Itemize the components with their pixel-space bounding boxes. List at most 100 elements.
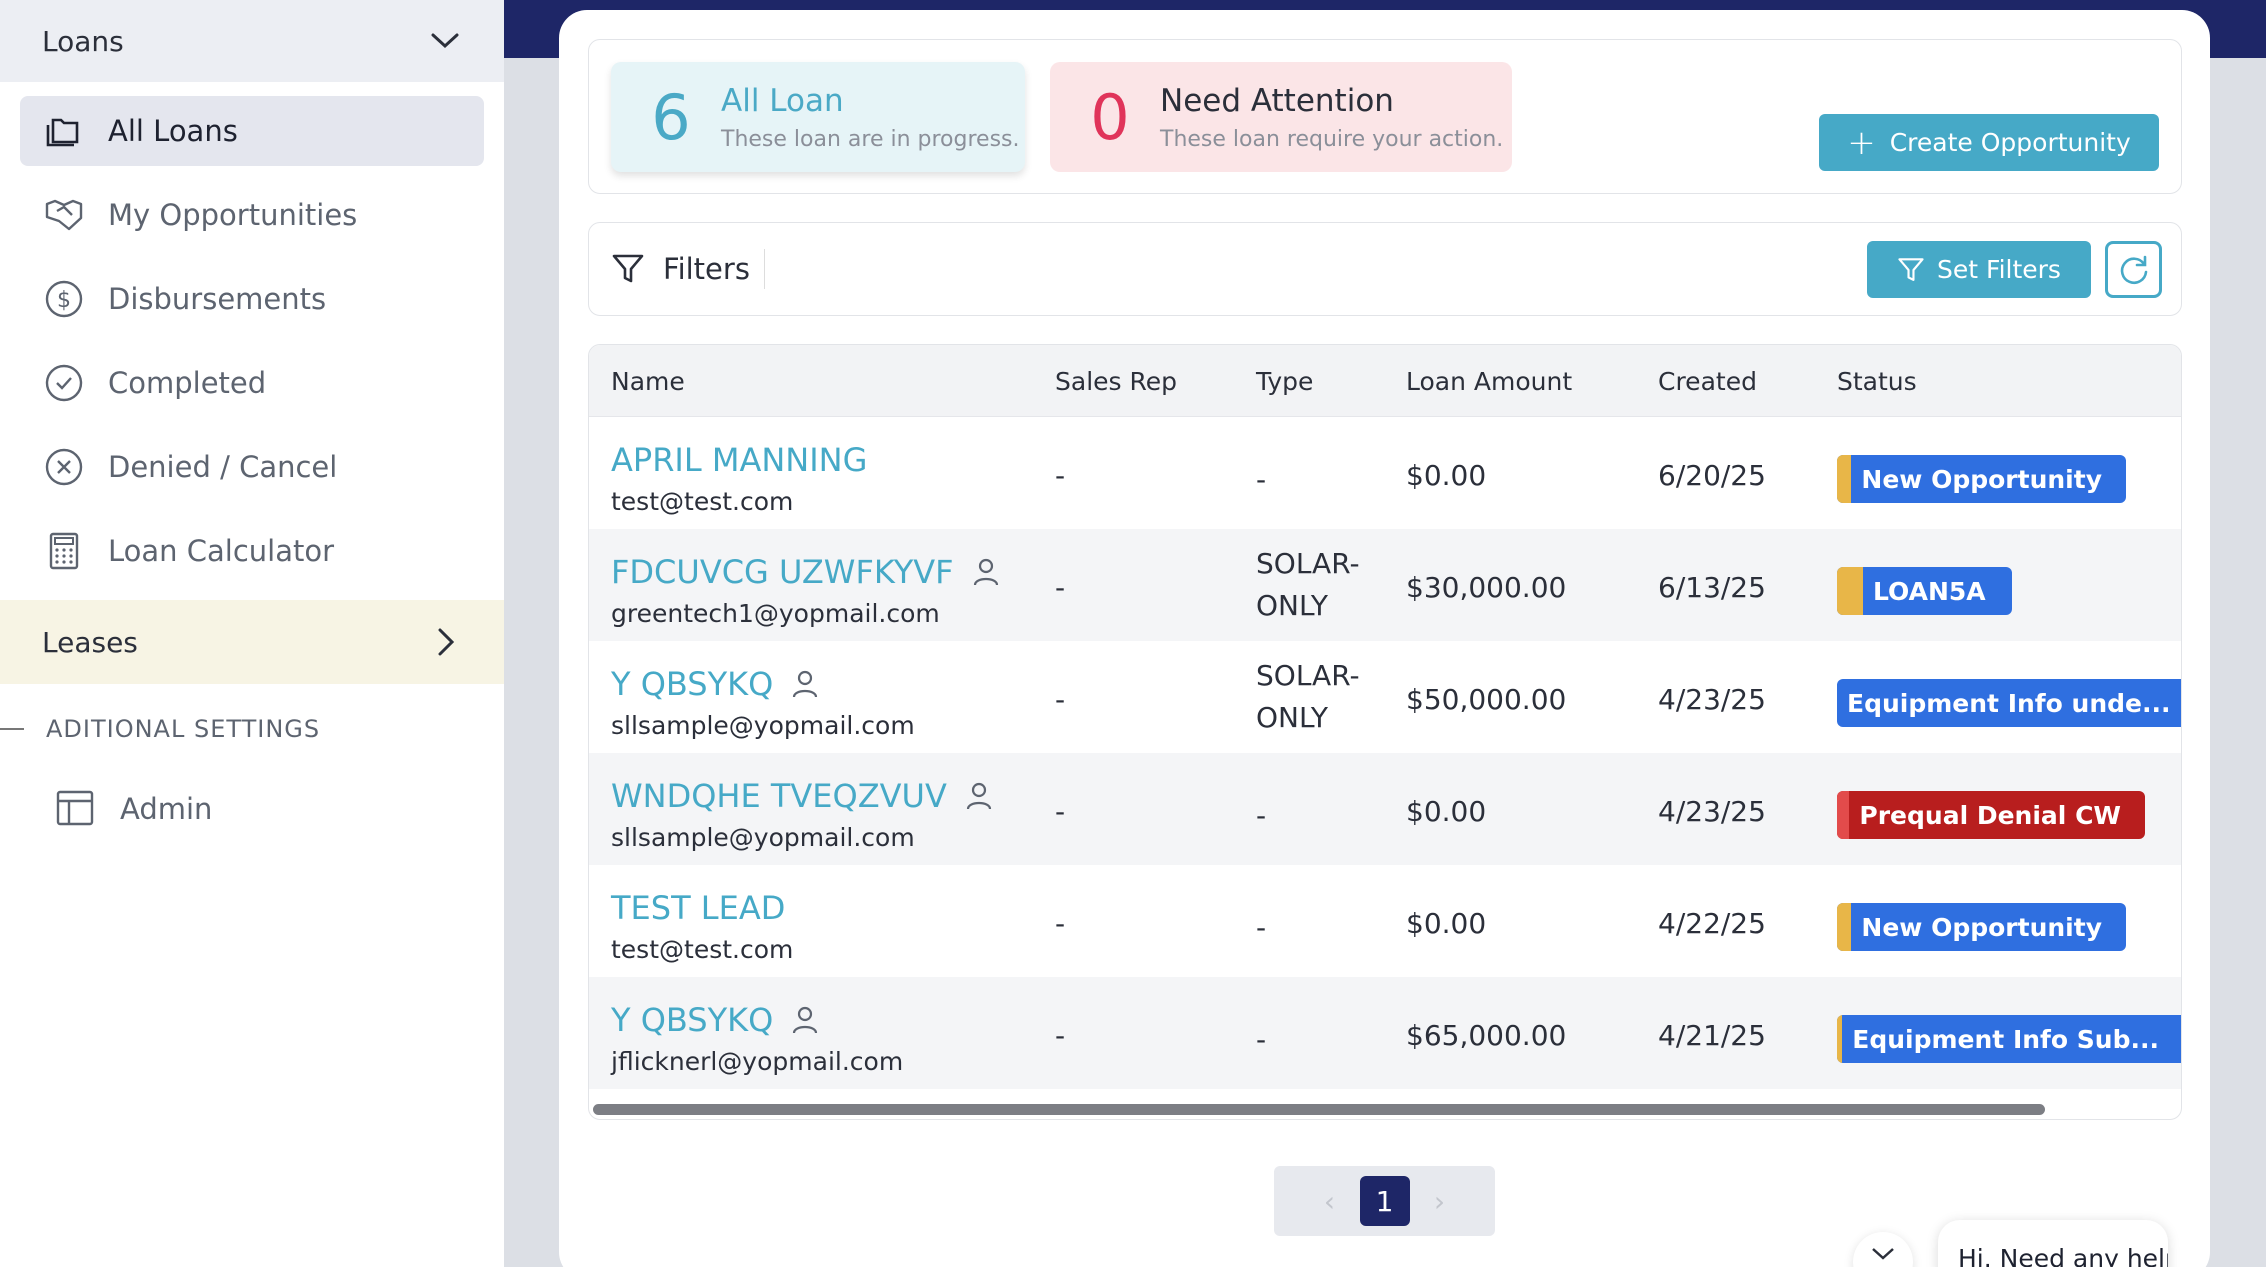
row-amount: $50,000.00 xyxy=(1406,683,1567,716)
row-type: - xyxy=(1256,795,1266,837)
header-created[interactable]: Created xyxy=(1658,367,1757,396)
sidebar-item-completed[interactable]: Completed xyxy=(20,348,484,418)
row-email: jflicknerl@yopmail.com xyxy=(611,1047,904,1076)
status-badge: New Opportunity xyxy=(1837,455,2126,503)
create-opportunity-button[interactable]: + Create Opportunity xyxy=(1819,114,2159,171)
chevron-down-icon xyxy=(431,33,459,49)
chat-greeting-bubble[interactable]: Hi. Need any help? xyxy=(1938,1220,2168,1267)
header-name[interactable]: Name xyxy=(611,367,685,396)
sidebar-item-admin[interactable]: Admin xyxy=(0,774,504,844)
page-button-current[interactable]: 1 xyxy=(1359,1176,1410,1226)
additional-settings-section: ADITIONAL SETTINGS xyxy=(0,684,504,774)
sidebar-item-loan-calculator[interactable]: Loan Calculator xyxy=(20,516,484,586)
status-strip xyxy=(1837,903,1852,951)
row-type-line1: - xyxy=(1256,911,1267,944)
row-name[interactable]: APRIL MANNING xyxy=(611,441,868,479)
refresh-button[interactable] xyxy=(2105,241,2162,298)
filter-icon xyxy=(1898,257,1924,281)
pagination: ‹ 1 › xyxy=(1274,1166,1495,1236)
row-name-link[interactable]: Y QBSYKQ xyxy=(611,665,819,703)
row-type: - xyxy=(1256,459,1266,501)
create-opportunity-label: Create Opportunity xyxy=(1889,128,2131,157)
x-circle-icon xyxy=(42,445,86,489)
sidebar: Loans All Loans My Opportunities $ Disbu… xyxy=(0,0,504,1267)
row-name[interactable]: Y QBSYKQ xyxy=(611,665,774,703)
sidebar-item-disbursements[interactable]: $ Disbursements xyxy=(20,264,484,334)
need-attention-title: Need Attention xyxy=(1160,82,1394,119)
row-created: 4/23/25 xyxy=(1658,795,1766,828)
row-amount: $0.00 xyxy=(1406,907,1487,940)
row-type-line1: - xyxy=(1256,799,1267,832)
set-filters-button[interactable]: Set Filters xyxy=(1867,241,2091,298)
chevron-down-icon xyxy=(1872,1248,1894,1260)
row-name[interactable]: FDCUVCG UZWFKYVF xyxy=(611,553,954,591)
row-sales-rep: - xyxy=(1055,795,1066,828)
row-created: 6/20/25 xyxy=(1658,459,1766,492)
row-sales-rep: - xyxy=(1055,459,1066,492)
leases-group-label: Leases xyxy=(42,625,138,659)
table-row[interactable]: FDCUVCG UZWFKYVF greentech1@yopmail.com … xyxy=(589,529,2181,641)
table-row[interactable]: TEST LEAD test@test.com - - $0.00 4/22/2… xyxy=(589,865,2181,977)
row-name-link[interactable]: APRIL MANNING xyxy=(611,441,867,479)
loans-group-header[interactable]: Loans xyxy=(0,0,504,82)
status-label: LOAN5A xyxy=(1873,576,1986,606)
row-type-line2: ONLY xyxy=(1256,589,1328,622)
header-sales-rep[interactable]: Sales Rep xyxy=(1055,367,1177,396)
row-created: 6/13/25 xyxy=(1658,571,1766,604)
row-type: - xyxy=(1256,907,1266,949)
prev-page-button[interactable]: ‹ xyxy=(1323,1184,1336,1218)
filters-label: Filters xyxy=(663,252,750,286)
handshake-icon xyxy=(42,193,86,237)
row-type: - xyxy=(1256,1019,1266,1061)
row-sales-rep: - xyxy=(1055,907,1066,940)
dollar-circle-icon: $ xyxy=(42,277,86,321)
status-label: Prequal Denial CW xyxy=(1859,800,2121,830)
filter-icon xyxy=(612,254,644,283)
header-type[interactable]: Type xyxy=(1256,367,1314,396)
table-row[interactable]: Y QBSYKQ jflicknerl@yopmail.com - - $65,… xyxy=(589,977,2181,1089)
table-row[interactable]: WNDQHE TVEQZVUV sllsample@yopmail.com - … xyxy=(589,753,2181,865)
sidebar-item-my-opportunities[interactable]: My Opportunities xyxy=(20,180,484,250)
row-name-link[interactable]: TEST LEAD xyxy=(611,889,785,927)
row-name-link[interactable]: WNDQHE TVEQZVUV xyxy=(611,777,993,815)
sidebar-item-all-loans[interactable]: All Loans xyxy=(20,96,484,166)
header-status[interactable]: Status xyxy=(1837,367,1917,396)
plus-icon: + xyxy=(1847,122,1876,163)
sidebar-item-label: Admin xyxy=(120,792,213,826)
status-label: New Opportunity xyxy=(1861,464,2102,494)
all-loan-stat[interactable]: 6 All Loan These loan are in progress. xyxy=(611,62,1025,172)
row-name[interactable]: Y QBSYKQ xyxy=(611,1001,774,1039)
leases-group-header[interactable]: Leases xyxy=(0,600,504,684)
row-sales-rep: - xyxy=(1055,571,1066,604)
row-name-link[interactable]: FDCUVCG UZWFKYVF xyxy=(611,553,1000,591)
status-strip xyxy=(1837,455,1852,503)
table-row[interactable]: Y QBSYKQ sllsample@yopmail.com - SOLAR- O… xyxy=(589,641,2181,753)
horizontal-scrollbar[interactable] xyxy=(593,1104,2045,1115)
sidebar-item-denied-cancel[interactable]: Denied / Cancel xyxy=(20,432,484,502)
row-type-line2: ONLY xyxy=(1256,701,1328,734)
need-attention-count: 0 xyxy=(1090,80,1130,154)
check-circle-icon xyxy=(42,361,86,405)
header-loan-amount[interactable]: Loan Amount xyxy=(1406,367,1573,396)
table-header: Name Sales Rep Type Loan Amount Created … xyxy=(589,345,2181,417)
row-name[interactable]: TEST LEAD xyxy=(611,889,786,927)
row-name-link[interactable]: Y QBSYKQ xyxy=(611,1001,819,1039)
need-attention-subtitle: These loan require your action. xyxy=(1160,126,1504,152)
row-email: sllsample@yopmail.com xyxy=(611,823,915,852)
table-row[interactable]: APRIL MANNING test@test.com - - $0.00 6/… xyxy=(589,417,2181,529)
row-type-line1: - xyxy=(1256,1023,1267,1056)
status-badge: LOAN5A xyxy=(1837,567,2012,615)
loans-card: 6 All Loan These loan are in progress. 0… xyxy=(559,10,2210,1267)
next-page-button[interactable]: › xyxy=(1433,1184,1446,1218)
loans-table: Name Sales Rep Type Loan Amount Created … xyxy=(588,344,2182,1120)
row-type: SOLAR- ONLY xyxy=(1256,543,1360,627)
row-name[interactable]: WNDQHE TVEQZVUV xyxy=(611,777,947,815)
row-email: greentech1@yopmail.com xyxy=(611,599,940,628)
need-attention-stat[interactable]: 0 Need Attention These loan require your… xyxy=(1050,62,1512,172)
user-icon xyxy=(793,670,818,698)
sidebar-item-label: Disbursements xyxy=(108,282,327,316)
user-icon xyxy=(966,782,991,810)
row-amount: $0.00 xyxy=(1406,459,1487,492)
row-created: 4/21/25 xyxy=(1658,1019,1766,1052)
status-strip xyxy=(1837,791,1850,839)
